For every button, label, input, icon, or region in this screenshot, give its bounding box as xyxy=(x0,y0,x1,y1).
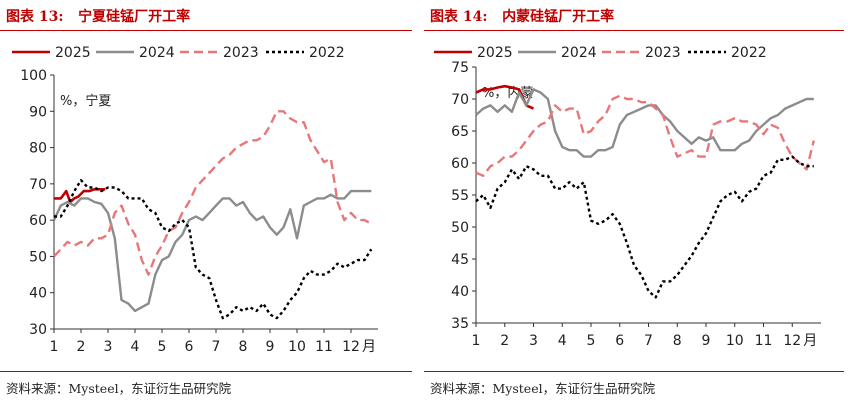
chart-panel-ningxia: 图表 13: 宁夏硅锰厂开工率 30 40 50 60 70 80 90 100 1 2 3 4 5 6 7… xyxy=(0,0,416,406)
x-tick-label: 1 xyxy=(472,333,481,349)
x-tick-label: 8 xyxy=(673,333,682,349)
y-tick-label: 70 xyxy=(451,92,469,108)
y-tick-label: 100 xyxy=(20,68,47,84)
x-tick-label: 3 xyxy=(104,339,113,355)
figure-label: 图表 13: xyxy=(6,9,64,25)
x-axis-unit: 月 xyxy=(362,339,376,355)
series-line-2024 xyxy=(475,88,814,158)
y-tick-label: 50 xyxy=(451,220,469,236)
y-axis-label: %，宁夏 xyxy=(60,93,111,109)
y-tick-label: 60 xyxy=(29,213,47,229)
figure-title-neimeng: 图表 14: 内蒙硅锰厂开工率 xyxy=(430,6,614,26)
legend-label-2022: 2022 xyxy=(309,45,345,61)
x-tick-label: 7 xyxy=(644,333,653,349)
y-tick-label: 90 xyxy=(29,104,47,120)
x-tick-label: 7 xyxy=(212,339,221,355)
source-rule xyxy=(424,371,844,372)
x-tick-label: 6 xyxy=(185,339,194,355)
x-tick-label: 8 xyxy=(239,339,248,355)
x-tick-label: 3 xyxy=(529,333,538,349)
chart-panel-neimeng: 图表 14: 内蒙硅锰厂开工率 35 40 45 50 55 60 65 70 75 1 2 3 4 5 6… xyxy=(424,0,848,406)
y-tick-label: 75 xyxy=(451,60,469,76)
x-tick-label: 6 xyxy=(615,333,624,349)
figure-title-text: 宁夏硅锰厂开工率 xyxy=(78,9,191,25)
x-tick-label: 12 xyxy=(342,339,360,355)
legend-label-2025: 2025 xyxy=(477,45,513,61)
legend-label-2024: 2024 xyxy=(139,45,175,61)
figure-label: 图表 14: xyxy=(430,9,488,25)
source-note-ningxia: 资料来源：Mysteel，东证衍生品研究院 xyxy=(6,381,232,396)
series-line-2023 xyxy=(475,94,815,178)
legend-label-2024: 2024 xyxy=(561,45,597,61)
legend-label-2022: 2022 xyxy=(731,45,767,61)
title-rule xyxy=(0,30,412,31)
x-tick-label: 5 xyxy=(158,339,167,355)
x-tick-label: 9 xyxy=(266,339,275,355)
y-tick-label: 30 xyxy=(29,322,47,338)
series-line-2023 xyxy=(53,110,372,276)
x-tick-label: 1 xyxy=(50,339,59,355)
x-tick-label: 10 xyxy=(726,333,744,349)
title-rule xyxy=(424,30,844,31)
y-tick-label: 40 xyxy=(29,286,47,302)
series-line-2022 xyxy=(54,178,373,320)
x-tick-label: 5 xyxy=(587,333,596,349)
x-tick-label: 9 xyxy=(702,333,711,349)
x-tick-label: 4 xyxy=(131,339,140,355)
series-line-2022 xyxy=(475,155,814,299)
y-tick-label: 70 xyxy=(29,177,47,193)
x-tick-label: 11 xyxy=(315,339,333,355)
source-rule xyxy=(0,371,412,372)
y-tick-label: 55 xyxy=(451,188,469,204)
x-tick-label: 2 xyxy=(77,339,86,355)
figure-title-ningxia: 图表 13: 宁夏硅锰厂开工率 xyxy=(6,6,190,26)
legend-label-2025: 2025 xyxy=(55,45,91,61)
x-tick-label: 2 xyxy=(500,333,509,349)
y-tick-label: 45 xyxy=(451,252,469,268)
legend-label-2023: 2023 xyxy=(223,45,259,61)
x-tick-label: 10 xyxy=(288,339,306,355)
figure-title-text: 内蒙硅锰厂开工率 xyxy=(502,9,615,25)
y-tick-label: 50 xyxy=(29,249,47,265)
x-tick-label: 11 xyxy=(755,333,773,349)
x-tick-label: 4 xyxy=(558,333,567,349)
y-tick-label: 40 xyxy=(451,284,469,300)
y-tick-label: 35 xyxy=(451,316,469,332)
x-tick-label: 12 xyxy=(783,333,801,349)
x-axis-unit: 月 xyxy=(803,333,817,349)
series-line-2024 xyxy=(52,189,372,313)
y-tick-label: 60 xyxy=(451,156,469,172)
legend-label-2023: 2023 xyxy=(645,45,681,61)
y-tick-label: 80 xyxy=(29,141,47,157)
source-note-neimeng: 资料来源：Mysteel，东证衍生品研究院 xyxy=(430,381,656,396)
y-tick-label: 65 xyxy=(451,124,469,140)
